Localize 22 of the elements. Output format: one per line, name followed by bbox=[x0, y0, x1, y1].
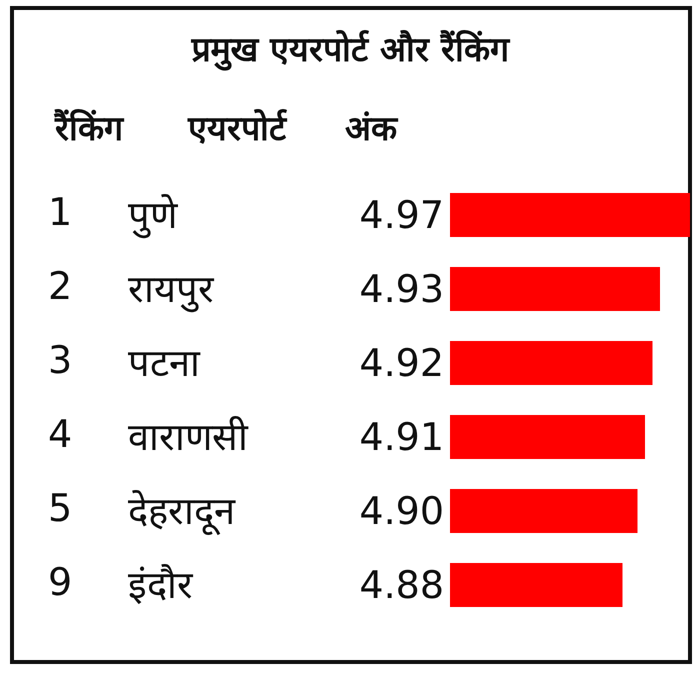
text: अंक bbox=[345, 109, 399, 149]
y-tick-label: देहरादून bbox=[128, 489, 236, 536]
y-tick-label: पटना bbox=[128, 341, 201, 385]
y-tick-label: पुणे bbox=[128, 193, 178, 239]
text: 2 bbox=[48, 264, 72, 308]
text: 1 bbox=[48, 190, 72, 234]
chart-title: प्रमुख एयरपोर्ट और रैंकिंग bbox=[190, 29, 511, 71]
y-axis-title: एयरपोर्ट bbox=[187, 108, 288, 149]
data-label: 4.88 bbox=[359, 563, 444, 607]
y-tick-label: रायपुर bbox=[128, 267, 215, 313]
text: 5 bbox=[48, 486, 72, 530]
data-label: 4.91 bbox=[359, 415, 444, 459]
data-label: 4.92 bbox=[359, 341, 444, 385]
text: रैंकिंग bbox=[53, 108, 125, 149]
y-tick-label: वाराणसी bbox=[128, 415, 249, 459]
text: 4 bbox=[48, 412, 72, 456]
data-label: 4.93 bbox=[359, 267, 444, 311]
y-tick-label: इंदौर bbox=[128, 563, 194, 607]
data-label: 4.97 bbox=[359, 193, 444, 237]
text: 9 bbox=[48, 560, 72, 604]
text: 3 bbox=[48, 338, 72, 382]
data-label: 4.90 bbox=[359, 489, 444, 533]
